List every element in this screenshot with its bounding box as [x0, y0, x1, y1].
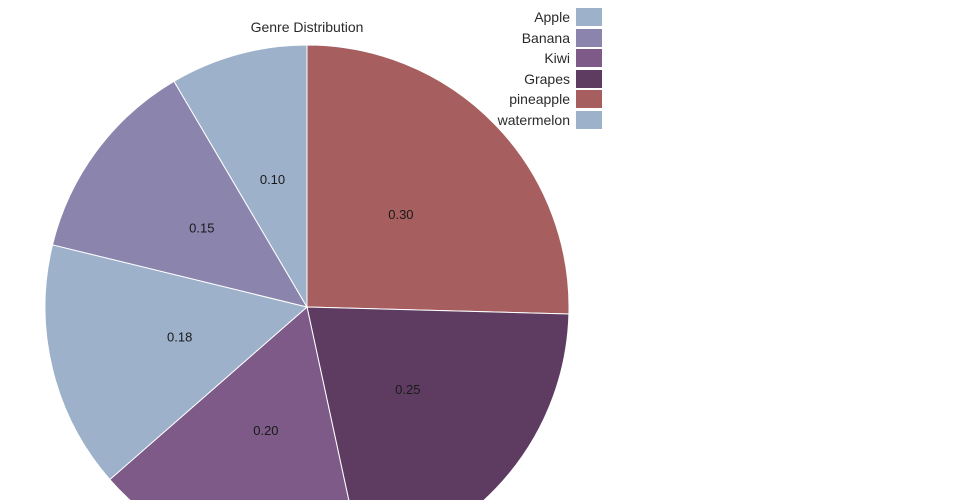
legend-swatch-kiwi — [576, 49, 602, 68]
pie-slice-watermelon[interactable] — [44, 244, 309, 481]
legend-swatch-apple — [576, 8, 602, 27]
chart-title: Genre Distribution — [250, 19, 364, 35]
pie-slice-kiwi[interactable] — [109, 306, 363, 500]
pie-slice-banana[interactable] — [51, 80, 309, 308]
legend-label: Apple — [534, 9, 570, 26]
legend-label: pineapple — [509, 91, 570, 108]
pie-slice-label: 0.25 — [395, 382, 420, 397]
legend-item-apple[interactable]: Apple — [498, 7, 602, 28]
legend-label: watermelon — [497, 111, 570, 128]
legend-swatch-pineapple — [576, 90, 602, 109]
legend-swatch-banana — [576, 28, 602, 47]
legend-swatch-watermelon — [576, 110, 602, 129]
pie-slice-label: 0.30 — [388, 207, 413, 222]
legend-item-pineapple[interactable]: pineapple — [498, 89, 602, 110]
pie-slice-label: 0.10 — [260, 172, 285, 187]
legend-label: Kiwi — [544, 50, 570, 67]
legend-item-banana[interactable]: Banana — [498, 28, 602, 49]
pie-slice-label: 0.15 — [189, 220, 214, 235]
legend-label: Grapes — [524, 70, 570, 87]
legend-item-watermelon[interactable]: watermelon — [498, 110, 602, 131]
pie-slice-apple[interactable] — [173, 44, 308, 309]
legend: Apple Banana Kiwi Grapes pineapple water… — [498, 7, 602, 130]
legend-item-kiwi[interactable]: Kiwi — [498, 48, 602, 69]
pie-slice-label: 0.20 — [253, 423, 278, 438]
pie-slice-grapes[interactable] — [306, 306, 570, 500]
legend-label: Banana — [521, 29, 570, 46]
pie-slice-pineapple[interactable] — [306, 44, 570, 315]
legend-swatch-grapes — [576, 69, 602, 88]
legend-item-grapes[interactable]: Grapes — [498, 69, 602, 90]
pie-slice-label: 0.18 — [167, 330, 192, 345]
